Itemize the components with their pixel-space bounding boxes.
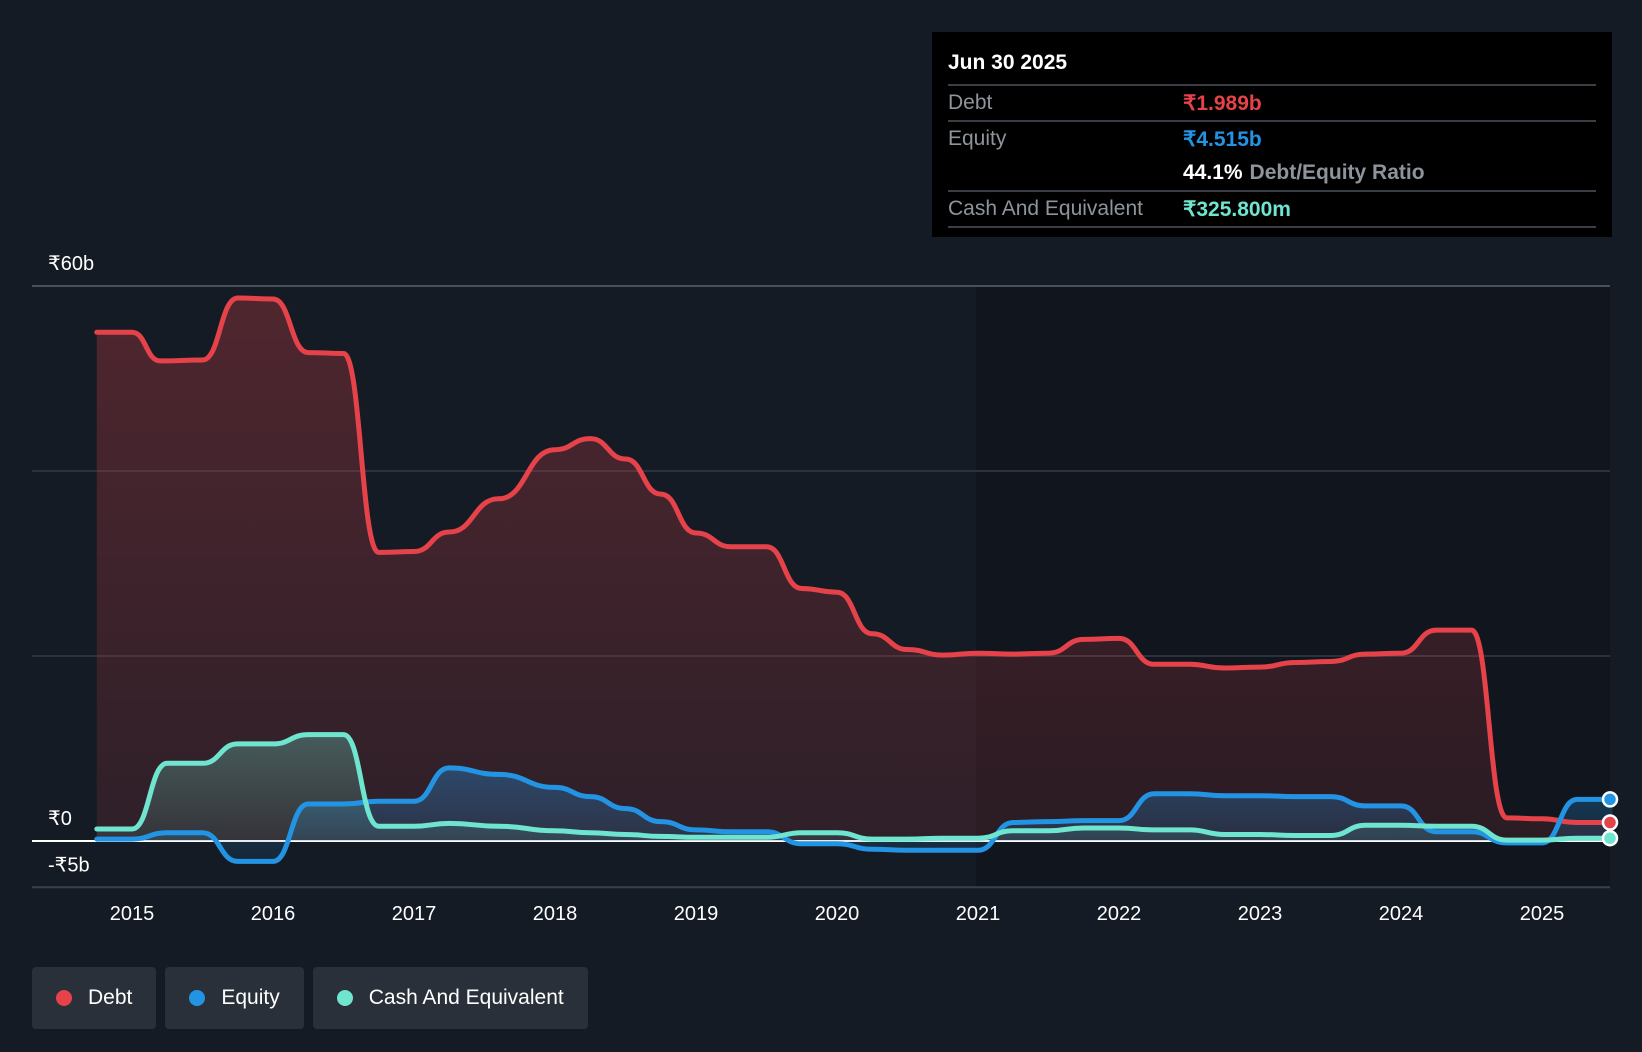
tooltip-debt-row: Debt ₹1.989b [948,84,1596,120]
tooltip-debt-label: Debt [948,91,993,114]
tooltip-ratio-value: 44.1% [1183,161,1243,184]
x-tick-label: 2024 [1379,903,1424,925]
x-tick-label: 2015 [110,903,155,925]
tooltip-ratio-label: Debt/Equity Ratio [1249,161,1425,184]
y-tick-label: ₹60b [48,253,94,275]
x-tick-label: 2016 [251,903,296,925]
debt-line [94,295,1615,826]
tooltip-debt-value: ₹1.989b [1183,91,1262,115]
legend-item-cash[interactable]: Cash And Equivalent [312,967,588,1029]
tooltip-ratio-row: 44.1% Debt/Equity Ratio [948,156,1596,190]
debt-area [96,298,1613,841]
legend: Debt Equity Cash And Equivalent [32,967,588,1029]
legend-debt-dot-icon [56,990,72,1006]
x-tick-label: 2021 [956,903,1001,925]
x-tick-label: 2025 [1520,903,1565,925]
legend-cash-label: Cash And Equivalent [368,986,564,1009]
cash-end-marker [1601,829,1619,847]
equity-line [94,765,1615,864]
tooltip-panel: Jun 30 2025 Debt ₹1.989b Equity ₹4.515b … [932,32,1612,237]
x-tick-label: 2023 [1238,903,1283,925]
tooltip-equity-row: Equity ₹4.515b [948,120,1596,156]
cash-line [94,732,1615,843]
legend-debt-label: Debt [88,986,133,1009]
x-tick-label: 2017 [392,903,437,925]
y-tick-label: -₹5b [48,854,90,876]
tooltip-equity-value: ₹4.515b [1183,127,1262,151]
legend-equity-label: Equity [221,986,280,1009]
x-tick-label: 2019 [674,903,719,925]
tooltip-equity-label: Equity [948,127,1007,150]
legend-item-equity[interactable]: Equity [165,967,304,1029]
tooltip-cash-value: ₹325.800m [1183,197,1291,221]
legend-item-debt[interactable]: Debt [32,967,157,1029]
x-tick-label: 2022 [1097,903,1142,925]
x-tick-label: 2018 [533,903,578,925]
tooltip-cash-row: Cash And Equivalent ₹325.800m [948,190,1596,228]
legend-cash-dot-icon [336,990,353,1006]
x-tick-label: 2020 [815,903,860,925]
y-tick-label: ₹0 [48,808,72,830]
tooltip-date: Jun 30 2025 [948,51,1068,74]
tooltip-cash-label: Cash And Equivalent [948,197,1143,220]
debt-end-marker [1601,814,1619,831]
legend-equity-dot-icon [189,990,206,1006]
equity-end-marker [1601,791,1619,808]
